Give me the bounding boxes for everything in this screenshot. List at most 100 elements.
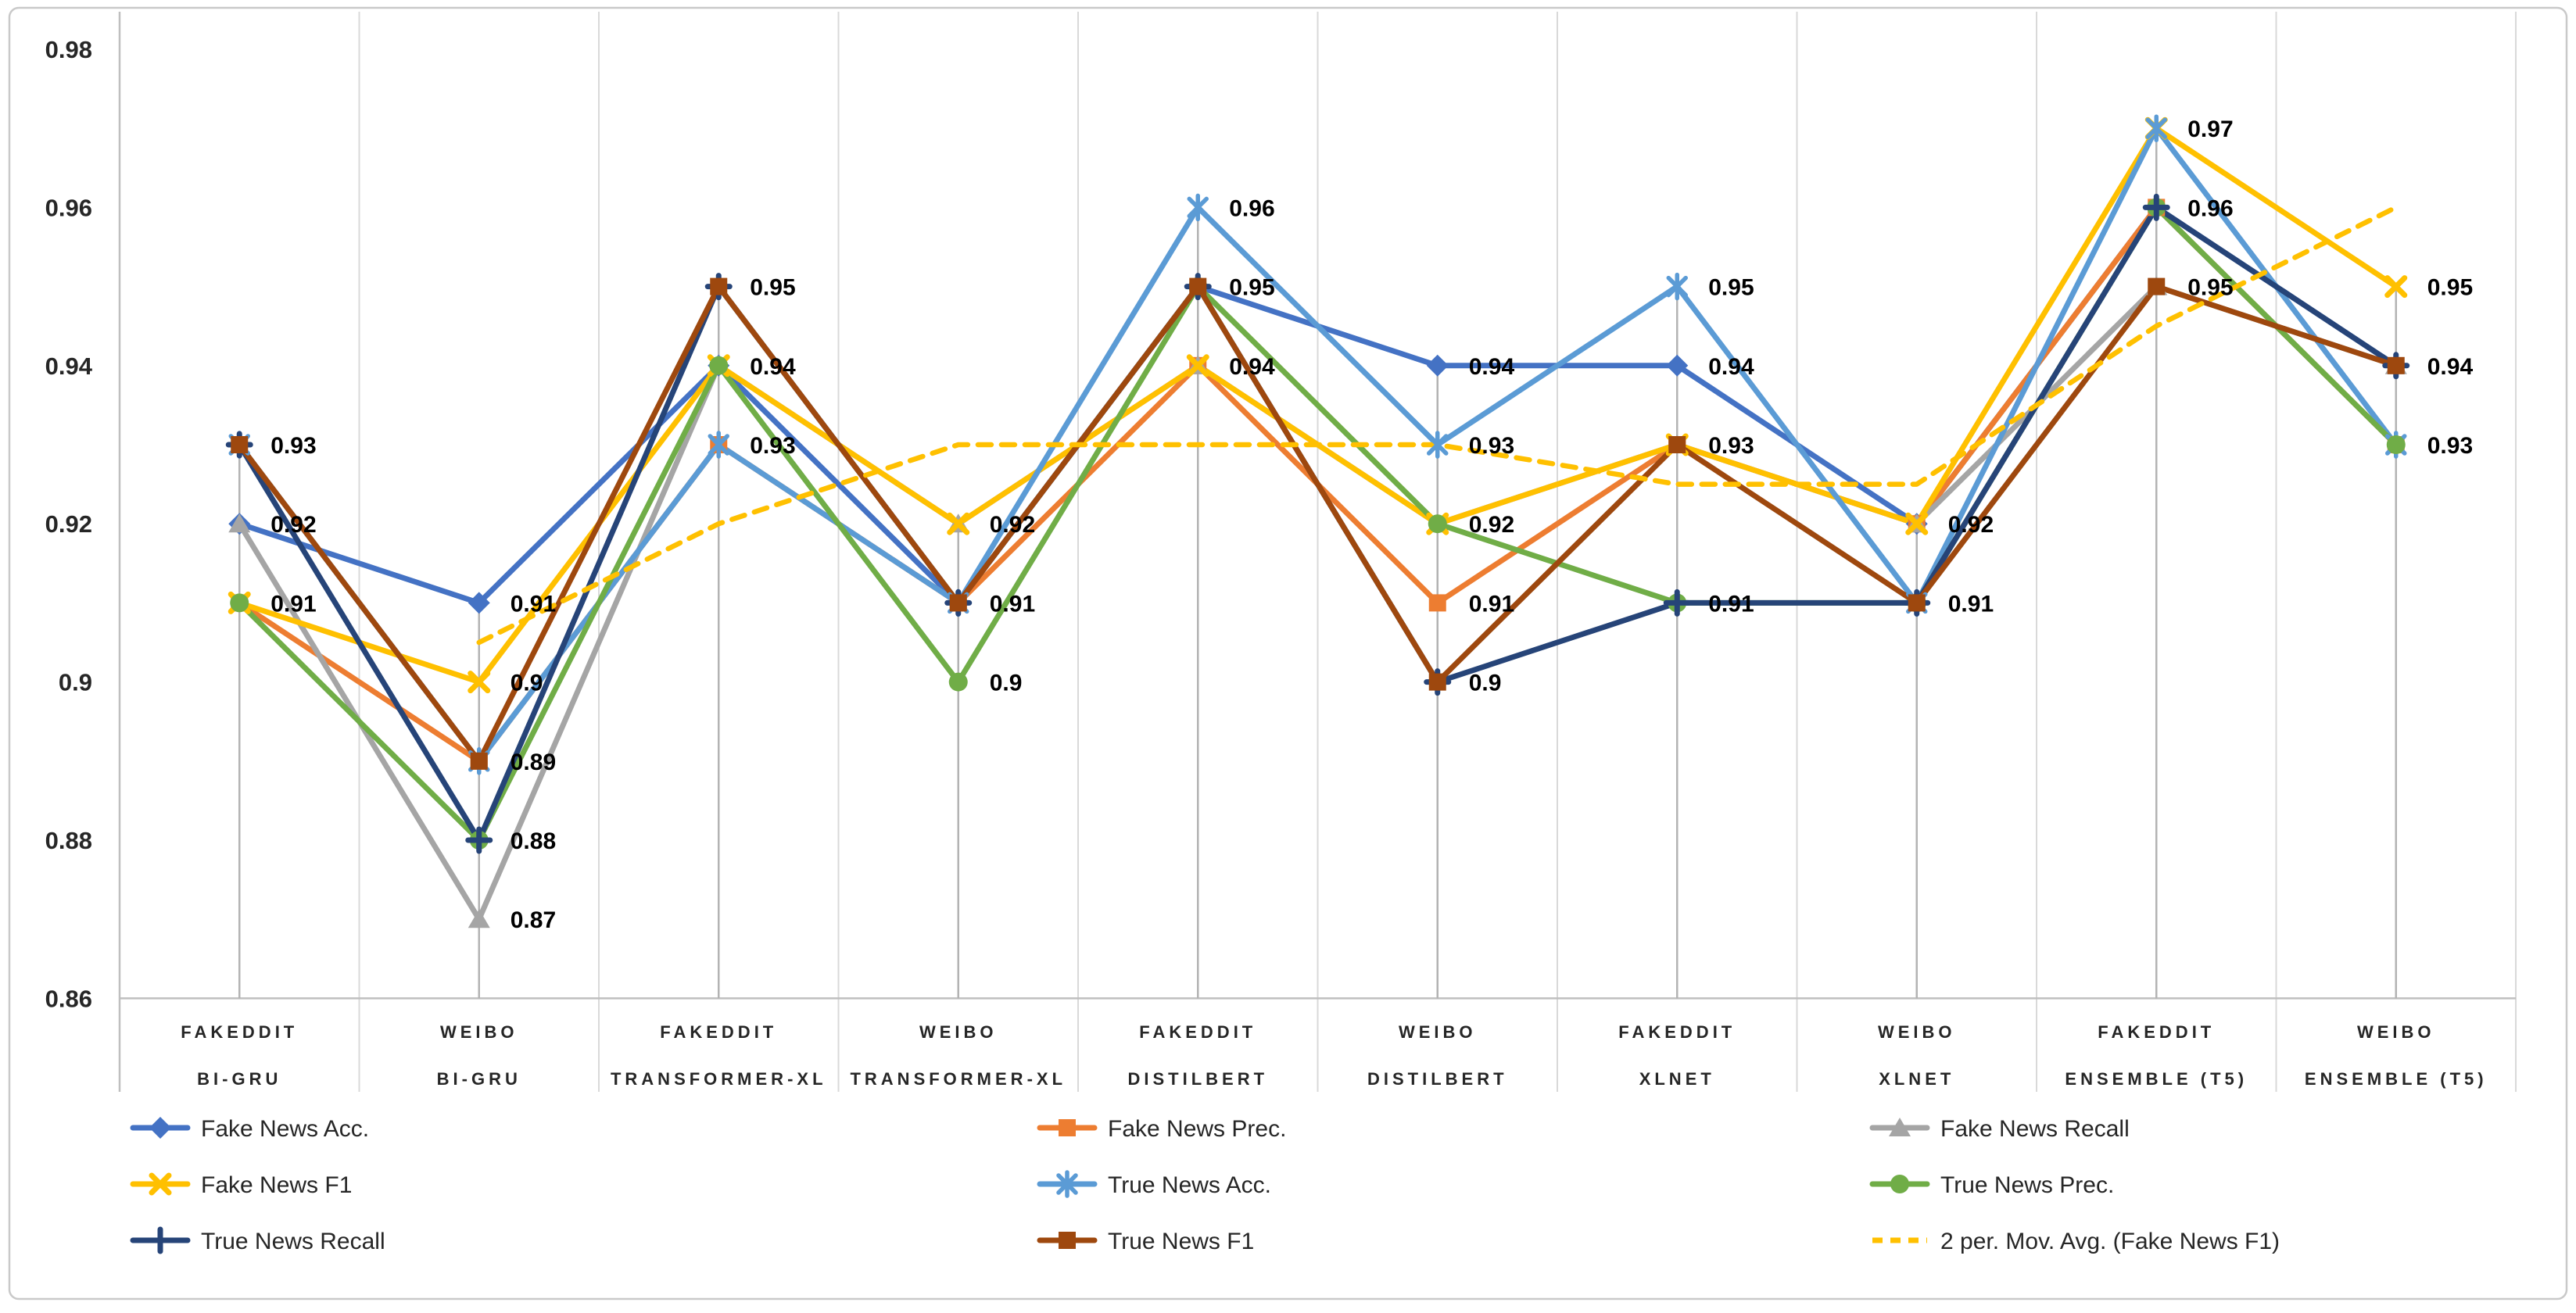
category-dataset-label: WEIBO [1399,1022,1477,1042]
square-marker-icon [1189,277,1207,295]
square-marker-icon [470,752,488,770]
category-model-label: ENSEMBLE (T5) [2065,1069,2248,1089]
data-label: 0.91 [1948,591,1994,617]
y-axis-tick-label: 0.94 [45,352,93,380]
y-axis-tick-label: 0.98 [45,36,92,63]
data-label: 0.96 [2187,195,2233,221]
circle-marker-icon [230,593,249,613]
y-axis-tick-label: 0.9 [59,669,92,696]
square-marker-icon [949,594,967,612]
data-label: 0.95 [2187,275,2233,301]
category-model-label: BI-GRU [437,1069,521,1089]
legend-label: True News F1 [1108,1229,1254,1254]
legend-label: Fake News Acc. [201,1116,369,1142]
data-label: 0.91 [1469,591,1514,617]
square-marker-icon [1908,594,1926,612]
category-dataset-label: FAKEDDIT [660,1022,777,1042]
legend-item-fake-news-acc: Fake News Acc. [130,1116,369,1142]
plus-marker-icon [2142,193,2170,221]
diamond-marker-icon [1426,354,1449,377]
x-marker-icon [149,1172,172,1196]
circle-marker-icon [2386,435,2406,454]
legend-label: True News Recall [201,1229,385,1254]
diamond-marker-icon [1666,354,1689,377]
plus-marker-icon [465,826,493,854]
square-marker-icon [2148,277,2166,295]
data-label: 0.91 [270,591,316,617]
data-label: 0.94 [1229,354,1275,380]
x-marker-icon [1905,512,1929,535]
data-label: 0.94 [1469,354,1515,380]
data-label: 0.96 [1229,195,1274,221]
category-model-label: ENSEMBLE (T5) [2305,1069,2488,1089]
data-label: 0.95 [1708,275,1754,301]
data-label: 0.9 [511,671,543,696]
data-label: 0.87 [511,907,556,933]
data-label: 0.89 [511,750,556,775]
data-label: 0.93 [1708,433,1754,459]
data-label: 0.94 [2427,354,2474,380]
y-axis-tick-label: 0.86 [45,985,92,1012]
y-axis-tick-label: 0.92 [45,510,92,538]
legend-item-true-news-prec: True News Prec. [1869,1172,2114,1198]
circle-marker-icon [948,672,968,692]
data-label: 0.93 [270,433,316,459]
triangle-marker-icon [1889,1118,1911,1136]
legend-item-true-news-acc: True News Acc. [1037,1170,1271,1198]
data-label: 0.91 [511,591,556,617]
data-label: 0.9 [990,671,1023,696]
legend-item-fake-news-f1: Fake News F1 [130,1172,352,1198]
x-marker-icon [2384,275,2408,299]
y-axis-group: 0.98 0.96 0.94 0.92 0.9 0.88 0.86 [45,36,93,1012]
category-model-label: DISTILBERT [1127,1069,1268,1089]
category-model-label: BI-GRU [197,1069,281,1089]
x-axis-group: FAKEDDIT BI-GRU WEIBO BI-GRU FAKEDDIT TRANSFO… [181,1022,2488,1089]
star-marker-icon [2145,114,2167,142]
data-label: 0.92 [1948,512,1994,538]
category-dataset-label: WEIBO [2357,1022,2435,1042]
legend-item-fake-news-prec: Fake News Prec. [1037,1116,1286,1142]
circle-marker-icon [709,356,729,375]
data-label: 0.94 [1708,354,1754,380]
legend-group: Fake News Acc. Fake News Prec. Fake News R… [130,1116,2280,1254]
square-marker-icon [2387,356,2405,374]
data-label: 0.95 [750,275,795,301]
legend-label: Fake News Prec. [1108,1116,1286,1142]
legend-item-2-per-mov-avg-fake-news-f1: 2 per. Mov. Avg. (Fake News F1) [1872,1229,2280,1254]
gridlines-group [118,12,2517,1092]
category-dataset-label: FAKEDDIT [2098,1022,2215,1042]
legend-item-true-news-recall: True News Recall [130,1226,385,1254]
category-dataset-label: WEIBO [440,1022,518,1042]
plus-marker-icon [146,1226,174,1254]
chart-border [8,6,2568,1300]
square-marker-icon [1059,1119,1076,1136]
data-label: 0.88 [511,828,556,854]
circle-marker-icon [1428,514,1447,534]
legend-label: Fake News Recall [1940,1116,2130,1142]
square-marker-icon [1428,594,1446,612]
x-marker-icon [468,671,491,694]
data-label: 0.97 [2187,116,2233,142]
category-model-label: XLNET [1879,1069,1954,1089]
star-marker-icon [1427,431,1449,459]
category-dataset-label: WEIBO [1878,1022,1956,1042]
y-axis-tick-label: 0.96 [45,194,92,221]
diamond-marker-icon [468,592,490,614]
category-model-label: TRANSFORMER-XL [850,1069,1066,1089]
data-label: 0.93 [1469,433,1514,459]
star-marker-icon [1666,272,1688,301]
triangle-marker-icon [468,909,490,928]
data-label: 0.94 [750,354,796,380]
data-label: 0.93 [750,433,795,459]
category-model-label: XLNET [1639,1069,1715,1089]
data-label: 0.92 [270,512,316,538]
square-marker-icon [1059,1232,1076,1249]
data-label: 0.95 [2427,275,2473,301]
category-dataset-label: FAKEDDIT [181,1022,298,1042]
square-marker-icon [710,277,728,295]
circle-marker-icon [1890,1175,1909,1193]
markers-group [225,114,2410,928]
legend-label: 2 per. Mov. Avg. (Fake News F1) [1940,1229,2280,1254]
data-label: 0.92 [1469,512,1514,538]
